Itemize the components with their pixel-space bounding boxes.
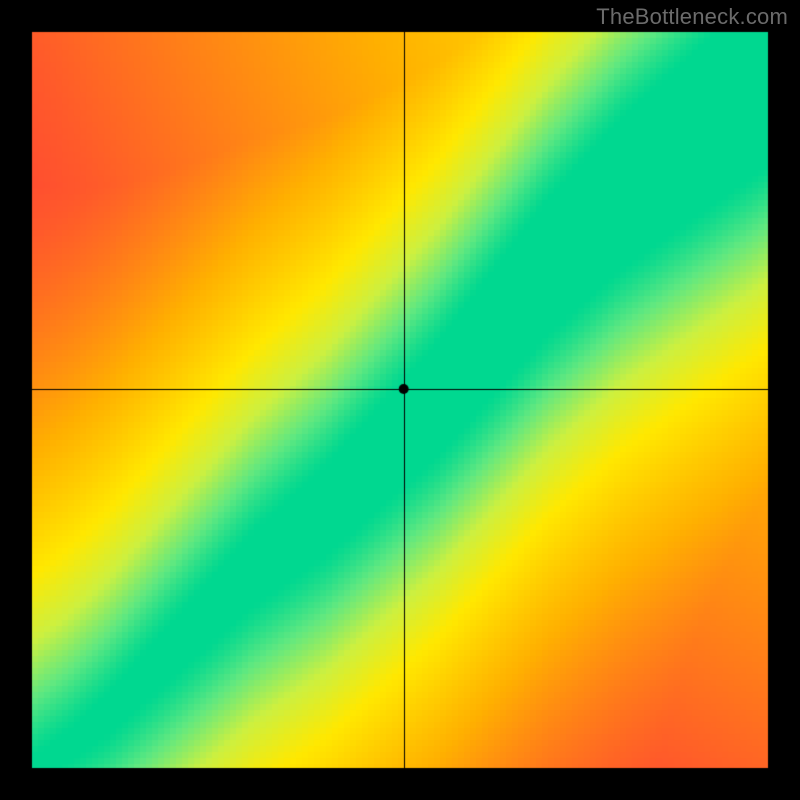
- attribution-label: TheBottleneck.com: [596, 4, 788, 30]
- bottleneck-heatmap: [0, 0, 800, 800]
- chart-container: TheBottleneck.com: [0, 0, 800, 800]
